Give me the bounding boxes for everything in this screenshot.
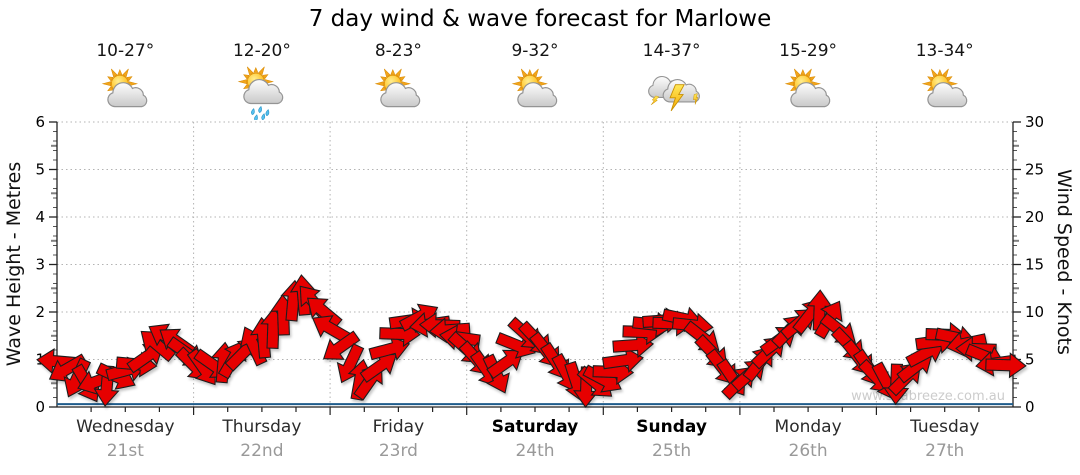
left-axis-title: Wave Height - Metres xyxy=(3,161,25,367)
x-axis-day-date: 24th xyxy=(515,441,555,461)
weather-icon-partly-cloudy xyxy=(101,68,148,108)
day-weather-icon xyxy=(97,64,153,120)
x-axis-day-name: Monday xyxy=(774,417,842,437)
svg-text:0: 0 xyxy=(35,398,45,416)
x-axis-day-date: 21st xyxy=(106,441,144,461)
day-temperature-range: 9-32° xyxy=(511,41,559,61)
day-column-thursday: 12-20° xyxy=(232,40,291,122)
svg-text:6: 6 xyxy=(35,113,45,131)
svg-text:5: 5 xyxy=(1025,351,1035,369)
day-weather-icon xyxy=(644,64,700,120)
x-axis-day-name: Thursday xyxy=(222,417,302,437)
day-column-friday: 8-23° xyxy=(370,40,426,120)
day-temperature-range: 13-34° xyxy=(915,41,974,61)
chart-title: 7 day wind & wave forecast for Marlowe xyxy=(308,6,772,32)
lightning-icon xyxy=(650,84,698,112)
watermark: www.seabreeze.com.au xyxy=(851,389,1005,404)
svg-text:2: 2 xyxy=(35,303,45,321)
rain-drops-icon xyxy=(250,105,270,122)
svg-text:15: 15 xyxy=(1025,256,1044,274)
x-axis-day-name: Tuesday xyxy=(910,417,980,437)
x-axis-day-date: 25th xyxy=(652,441,692,461)
day-column-monday: 15-29° xyxy=(779,40,837,120)
x-axis-day-name: Sunday xyxy=(636,417,707,437)
cloud-icon xyxy=(927,82,967,108)
wind-arrows-series xyxy=(36,274,1027,409)
svg-text:10: 10 xyxy=(1025,303,1044,321)
x-axis-day-date: 23rd xyxy=(378,441,418,461)
cloud-icon xyxy=(107,82,148,108)
cloud-icon xyxy=(243,79,284,105)
day-weather-icon xyxy=(507,64,563,120)
axis-ticks xyxy=(49,121,1021,415)
svg-text:4: 4 xyxy=(35,208,45,226)
day-column-saturday: 9-32° xyxy=(507,40,563,120)
cloud-icon xyxy=(517,82,558,108)
day-temperature-range: 14-37° xyxy=(642,41,701,61)
day-weather-icon xyxy=(780,64,836,120)
gridlines xyxy=(57,121,1013,407)
day-column-tuesday: 13-34° xyxy=(916,40,974,120)
day-weather-icon xyxy=(234,64,290,122)
weather-icon-partly-cloudy xyxy=(921,68,967,108)
x-axis-day-date: 22nd xyxy=(240,441,284,461)
weather-icon-partly-cloudy xyxy=(784,68,831,108)
cloud-icon xyxy=(790,82,831,108)
weather-icon-partly-cloudy xyxy=(511,68,558,108)
x-axis-day-name: Saturday xyxy=(491,417,579,437)
day-column-sunday: 14-37° xyxy=(643,40,701,120)
x-axis-day-date: 27th xyxy=(925,441,965,461)
day-temperature-range: 10-27° xyxy=(96,41,155,61)
svg-text:0: 0 xyxy=(1025,398,1035,416)
day-weather-icon xyxy=(370,64,426,120)
svg-text:5: 5 xyxy=(35,161,45,179)
svg-text:3: 3 xyxy=(35,256,45,274)
weather-icon-partly-cloudy xyxy=(375,68,421,108)
day-temperature-range: 8-23° xyxy=(374,41,422,61)
day-weather-icon xyxy=(917,64,973,120)
svg-text:20: 20 xyxy=(1025,208,1044,226)
weather-icon-thunderstorm xyxy=(647,75,700,112)
x-axis-day-name: Friday xyxy=(372,417,425,437)
day-temperature-range: 12-20° xyxy=(232,41,291,61)
weather-icon-showers xyxy=(237,66,284,122)
right-axis-title: Wind Speed - Knots xyxy=(1053,169,1075,355)
svg-text:25: 25 xyxy=(1025,161,1044,179)
x-axis-day-date: 26th xyxy=(788,441,828,461)
x-axis-day-name: Wednesday xyxy=(76,417,175,437)
day-column-wednesday: 10-27° xyxy=(96,40,154,120)
cloud-icon xyxy=(380,82,421,108)
day-temperature-range: 15-29° xyxy=(779,41,838,61)
svg-text:30: 30 xyxy=(1025,113,1044,131)
